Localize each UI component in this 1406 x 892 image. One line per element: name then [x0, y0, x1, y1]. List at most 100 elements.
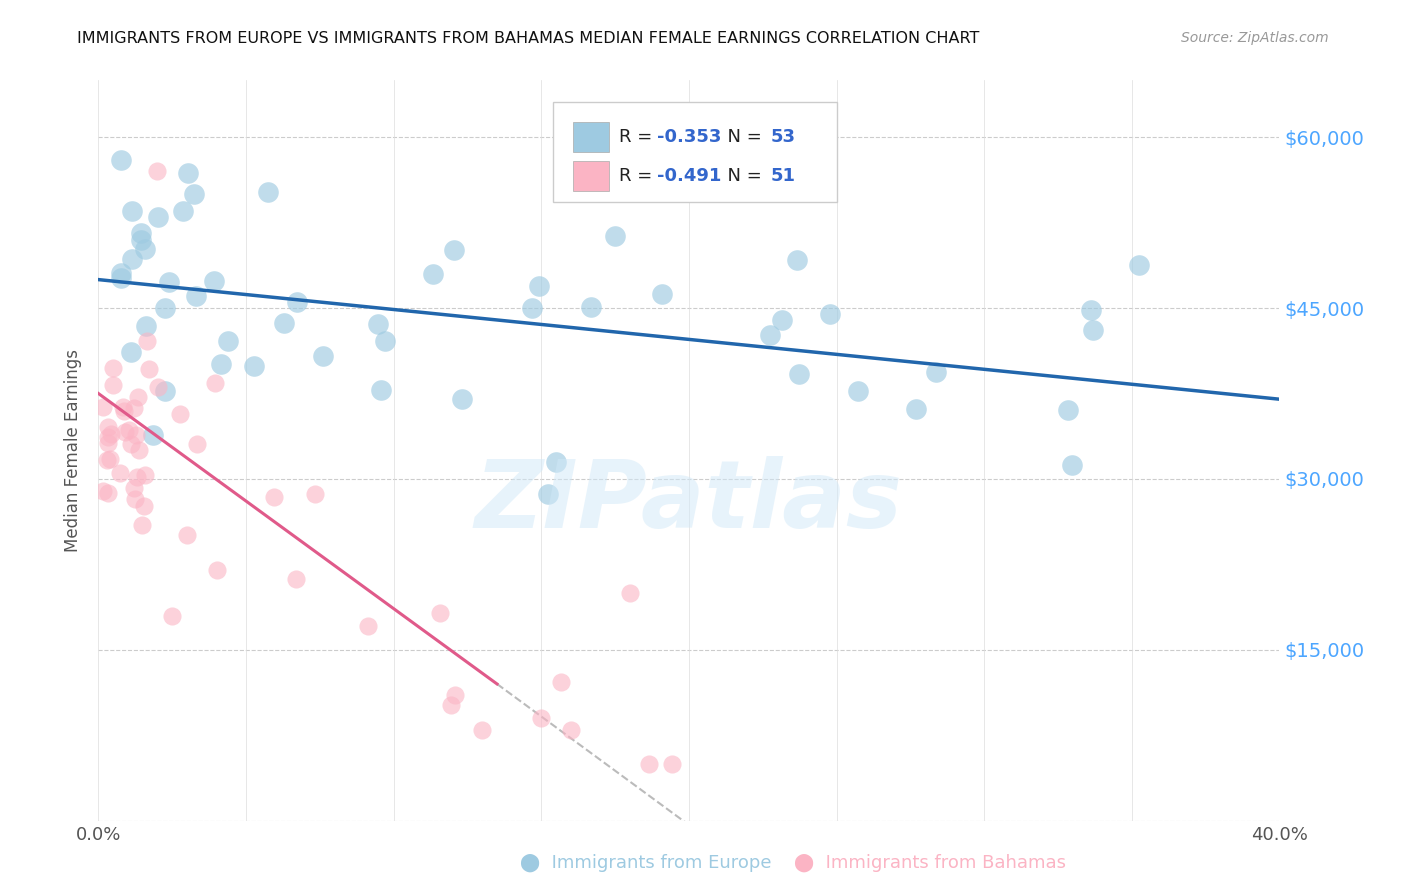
FancyBboxPatch shape: [553, 103, 837, 202]
Point: [112, 404, 135, 418]
Y-axis label: Median Female Earnings: Median Female Earnings: [65, 349, 83, 552]
Point: [904, 401, 927, 416]
Point: [186, 437, 208, 451]
Point: [127, 390, 149, 404]
Point: [183, 187, 205, 202]
Point: [98, 452, 121, 467]
Point: [471, 723, 494, 737]
Point: [134, 468, 156, 483]
Point: [651, 287, 673, 301]
Point: [770, 313, 793, 327]
Text: -0.353: -0.353: [657, 128, 721, 146]
Point: [142, 428, 165, 442]
Point: [118, 423, 141, 437]
Point: [209, 358, 232, 372]
Point: [619, 586, 641, 600]
Point: [135, 319, 157, 334]
Point: [304, 487, 326, 501]
Point: [560, 723, 582, 737]
Text: ⬤  Immigrants from Bahamas: ⬤ Immigrants from Bahamas: [794, 854, 1066, 872]
Point: [121, 345, 143, 359]
Text: N =: N =: [716, 168, 768, 186]
Text: N =: N =: [716, 128, 768, 146]
Text: ⬤  Immigrants from Europe: ⬤ Immigrants from Europe: [520, 854, 772, 872]
Point: [527, 279, 550, 293]
Point: [444, 689, 467, 703]
Point: [357, 618, 380, 632]
Point: [129, 227, 152, 241]
Point: [114, 425, 136, 439]
Point: [124, 491, 146, 506]
Point: [1081, 323, 1104, 337]
Point: [128, 443, 150, 458]
Point: [146, 380, 169, 394]
Point: [121, 252, 143, 267]
FancyBboxPatch shape: [574, 122, 609, 152]
Point: [91, 400, 114, 414]
Point: [121, 203, 143, 218]
Point: [661, 756, 683, 771]
Text: 51: 51: [770, 168, 796, 186]
Point: [153, 301, 176, 315]
Point: [450, 392, 472, 407]
Point: [177, 166, 200, 180]
Point: [125, 469, 148, 483]
Point: [846, 384, 869, 398]
Text: R =: R =: [619, 128, 658, 146]
Point: [605, 229, 627, 244]
Point: [786, 253, 808, 268]
Point: [153, 384, 176, 398]
Point: [1056, 402, 1078, 417]
Point: [120, 436, 142, 450]
Point: [101, 377, 124, 392]
Point: [124, 481, 146, 495]
Point: [110, 266, 132, 280]
Point: [204, 376, 226, 390]
Point: [138, 361, 160, 376]
Point: [550, 674, 572, 689]
Point: [110, 153, 132, 167]
Point: [243, 359, 266, 373]
Point: [273, 316, 295, 330]
Text: R =: R =: [619, 168, 658, 186]
Point: [97, 430, 120, 444]
Point: [112, 400, 135, 414]
Point: [256, 185, 278, 199]
Point: [925, 365, 948, 379]
Point: [97, 485, 120, 500]
Point: [176, 527, 198, 541]
Point: [96, 453, 118, 467]
Point: [818, 307, 841, 321]
FancyBboxPatch shape: [574, 161, 609, 191]
Text: ZIPatlas: ZIPatlas: [475, 457, 903, 549]
Point: [537, 487, 560, 501]
Point: [285, 295, 308, 310]
Point: [122, 401, 145, 416]
Point: [136, 334, 159, 349]
Point: [530, 711, 553, 725]
Text: 53: 53: [770, 128, 796, 146]
Point: [579, 301, 602, 315]
Point: [759, 328, 782, 343]
Point: [186, 289, 208, 303]
Point: [100, 427, 122, 442]
Point: [429, 606, 451, 620]
Point: [443, 244, 465, 258]
Point: [131, 518, 153, 533]
Point: [91, 483, 114, 498]
Point: [202, 274, 225, 288]
Point: [101, 361, 124, 376]
Point: [422, 267, 444, 281]
Point: [217, 334, 239, 348]
Point: [129, 233, 152, 247]
Point: [125, 428, 148, 442]
Point: [110, 271, 132, 285]
Point: [367, 317, 389, 331]
Point: [157, 275, 180, 289]
Point: [285, 572, 308, 586]
Point: [169, 407, 191, 421]
Point: [97, 420, 120, 434]
Point: [638, 756, 661, 771]
Point: [108, 466, 131, 480]
Point: [132, 499, 155, 513]
